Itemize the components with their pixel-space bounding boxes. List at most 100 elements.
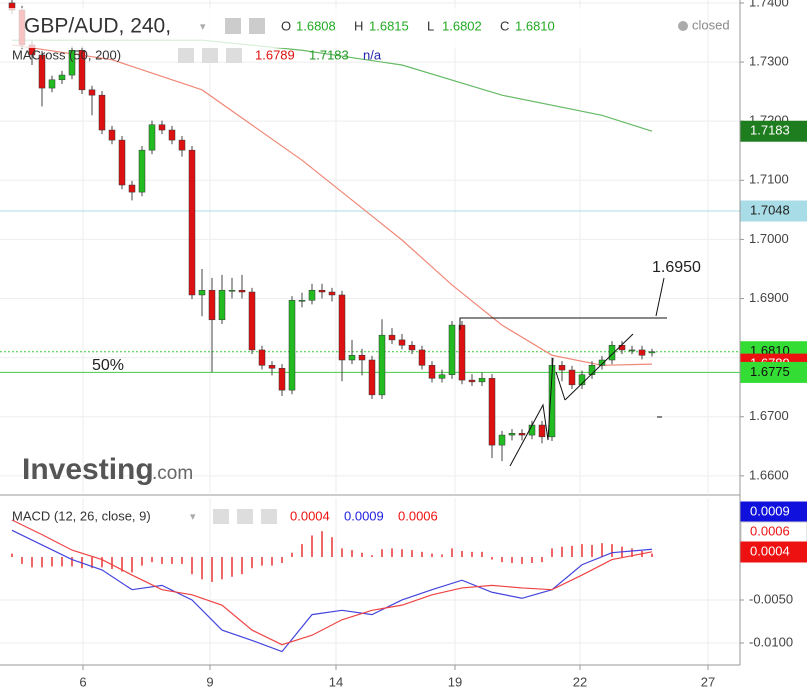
histogram-bar [421,551,423,557]
indicator-name[interactable]: MACross (50, 200) [12,47,121,62]
candle-body [88,89,96,96]
candle-body [488,378,496,446]
candle-body [388,334,396,341]
indicator-value: 1.7183 [309,47,349,62]
icon[interactable] [178,48,194,63]
histogram-bar [31,556,33,568]
price-tag-label: 1.7048 [750,202,790,217]
icon[interactable] [261,509,277,524]
x-tick-label: 27 [701,674,715,689]
candle-body [78,49,86,91]
histogram-bar [111,556,113,570]
ohlc-key: H [354,18,363,33]
y-tick-label: -0.0050 [749,591,793,606]
ohlc-value: 1.6815 [369,18,409,33]
candle-body [238,289,246,293]
histogram-bar [271,556,273,566]
histogram-bar [581,544,583,557]
histogram-bar [611,544,613,557]
histogram-bar [231,556,233,577]
histogram-bar [441,554,443,557]
price-tag-label: 0.0004 [750,543,790,558]
histogram-bar [481,551,483,557]
macd-value: 0.0004 [290,508,330,523]
histogram-bar [651,553,653,557]
y-tick-label: 1.6900 [749,290,789,305]
icon[interactable] [226,48,242,63]
candle-body [588,365,596,376]
price-tag [740,541,807,563]
histogram-bar [191,556,193,575]
histogram-bar [321,531,323,557]
candle-body [278,368,286,391]
candle-body [538,424,546,438]
histogram-bar [91,556,93,569]
candle-body [158,124,166,131]
drawings [459,277,667,467]
logo: Investing [22,453,154,486]
histogram-bar [411,550,413,557]
indicator-name[interactable]: MACD (12, 26, close, 9) [12,508,151,523]
candle-body [448,324,456,376]
candle-body [198,289,206,296]
x-tick-label: 22 [573,674,587,689]
histogram-bar [361,552,363,557]
histogram-bar [571,545,573,557]
histogram-bar [491,556,493,560]
histogram-bar [471,551,473,557]
symbol[interactable]: GBP/AUD, 240, [24,15,171,38]
trend-line [555,371,566,401]
histogram-bar [11,553,13,557]
icon[interactable] [237,509,253,524]
histogram-bar [71,556,73,567]
candle-body [398,339,406,346]
histogram-bar [291,552,293,557]
histogram-bar [431,553,433,557]
candle-body [248,291,256,351]
icon[interactable] [249,18,265,34]
candle-body [48,79,56,89]
icon[interactable] [225,18,241,34]
icon[interactable] [202,48,218,63]
price-tag-label: 1.6775 [750,364,790,379]
histogram-bar [551,548,553,557]
candle-body [578,374,586,386]
ohlc-key: C [500,18,509,33]
candle-body [358,355,366,361]
price-tags: 1.71831.70481.68101.67891.67750.00090.00… [740,120,807,563]
x-tick-label: 6 [79,674,86,689]
candle-body [188,149,196,296]
candle-body [168,129,176,141]
histogram-bar [241,556,243,575]
y-tick-label: 1.7400 [749,0,789,9]
dropdown[interactable]: ▾ [190,511,196,523]
histogram-bar [331,537,333,557]
candle-body [298,300,306,302]
candle-body [228,289,236,292]
histogram-bar [521,556,523,564]
histogram-bar [101,556,103,568]
legend-bg [4,8,704,48]
candle-body [318,289,326,293]
candle-body [408,344,416,351]
trend-line [564,333,634,401]
dropdown[interactable]: ▾ [200,21,206,33]
candle-body [468,379,476,383]
histogram-bar [61,556,63,567]
candle-body [608,344,616,361]
status-dot [678,21,688,31]
price-tag [740,361,807,383]
x-tick-label: 19 [448,674,462,689]
histogram-bar [401,549,403,557]
candle-body [478,378,486,383]
histogram-bar [531,556,533,564]
y-tick-label: 1.7000 [749,231,789,246]
candle-body [418,349,426,366]
candle-body [38,54,46,89]
icon[interactable] [213,509,229,524]
macd-value: 0.0009 [344,508,384,523]
candle-body [118,139,126,186]
histogram-bar [461,550,463,557]
candle-body [138,149,146,193]
